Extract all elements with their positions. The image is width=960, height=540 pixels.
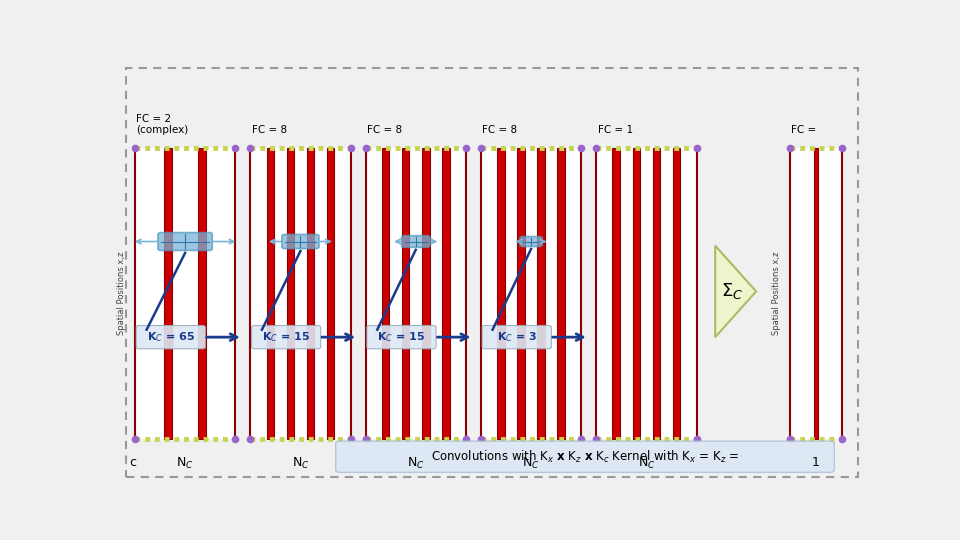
- Text: K$_C$ = 3: K$_C$ = 3: [496, 330, 537, 344]
- FancyBboxPatch shape: [136, 326, 205, 349]
- Bar: [326, 148, 334, 439]
- Text: FC =: FC =: [791, 125, 816, 136]
- Bar: [558, 148, 564, 439]
- FancyBboxPatch shape: [252, 326, 321, 349]
- Bar: [306, 148, 314, 439]
- Bar: [596, 148, 697, 439]
- Text: K$_C$ = 15: K$_C$ = 15: [377, 330, 425, 344]
- Bar: [287, 148, 294, 439]
- Text: 1: 1: [812, 456, 820, 469]
- Text: K$_C$ = 15: K$_C$ = 15: [262, 330, 310, 344]
- Bar: [633, 148, 640, 439]
- Bar: [814, 148, 818, 439]
- Bar: [653, 148, 660, 439]
- Bar: [164, 148, 172, 439]
- Text: FC = 1: FC = 1: [598, 125, 633, 136]
- Text: FC = 8: FC = 8: [367, 125, 402, 136]
- Text: c: c: [129, 456, 136, 469]
- Bar: [422, 148, 429, 439]
- Bar: [134, 148, 235, 439]
- Text: K$_C$ = 65: K$_C$ = 65: [147, 330, 195, 344]
- Bar: [673, 148, 681, 439]
- FancyBboxPatch shape: [158, 233, 212, 251]
- Text: FC = 8: FC = 8: [482, 125, 517, 136]
- Bar: [251, 148, 350, 439]
- FancyBboxPatch shape: [482, 326, 551, 349]
- Text: N$_C$: N$_C$: [177, 456, 194, 471]
- Text: N$_C$: N$_C$: [637, 456, 655, 471]
- Text: Convolutions with K$_x$ $\mathbf{x}$ K$_z$ $\mathbf{x}$ K$_c$ Kernel with K$_x$ : Convolutions with K$_x$ $\mathbf{x}$ K$_…: [431, 449, 739, 465]
- Bar: [517, 148, 525, 439]
- Bar: [481, 148, 581, 439]
- Text: Spatial Positions x,z: Spatial Positions x,z: [117, 252, 126, 335]
- Bar: [402, 148, 410, 439]
- Bar: [267, 148, 274, 439]
- Polygon shape: [715, 246, 756, 337]
- FancyBboxPatch shape: [520, 237, 542, 246]
- Bar: [382, 148, 390, 439]
- Bar: [612, 148, 620, 439]
- FancyBboxPatch shape: [336, 441, 834, 472]
- FancyBboxPatch shape: [282, 234, 319, 248]
- Bar: [789, 148, 842, 439]
- Bar: [538, 148, 545, 439]
- Bar: [497, 148, 505, 439]
- Bar: [366, 148, 466, 439]
- Text: $\Sigma_C$: $\Sigma_C$: [721, 281, 744, 301]
- Text: FC = 2
(complex): FC = 2 (complex): [136, 114, 188, 136]
- Bar: [443, 148, 449, 439]
- Text: N$_C$: N$_C$: [522, 456, 540, 471]
- Bar: [199, 148, 206, 439]
- FancyBboxPatch shape: [367, 326, 436, 349]
- Text: FC = 8: FC = 8: [252, 125, 287, 136]
- Text: N$_C$: N$_C$: [407, 456, 424, 471]
- Text: Spatial Positions x,z: Spatial Positions x,z: [772, 252, 780, 335]
- FancyBboxPatch shape: [401, 235, 430, 247]
- Text: N$_C$: N$_C$: [292, 456, 309, 471]
